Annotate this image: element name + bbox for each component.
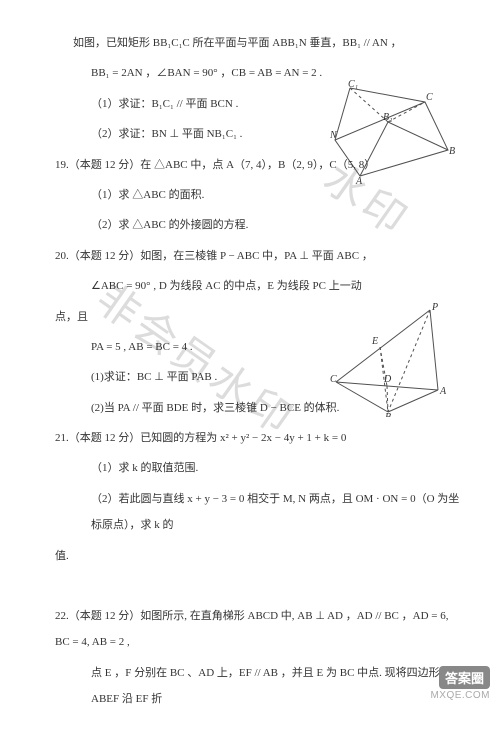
q19-header: 19.（本题 12 分）在 △ABC 中，点 A（7, 4），B（2, 9），C…: [55, 152, 460, 178]
content-area: 如图，已知矩形 BB₁C₁C 所在平面与平面 ABB₁N 垂直，BB₁ // A…: [55, 30, 460, 713]
q18-intro2: BB₁ = 2AN ，∠BAN = 90° ，CB = AB = AN = 2 …: [55, 60, 460, 86]
q20-line3: 点，且: [55, 304, 460, 330]
q20-line2: ∠ABC = 90° , D 为线段 AC 的中点，E 为线段 PC 上一动: [55, 273, 460, 299]
q19-part1: （1）求 △ABC 的面积.: [55, 182, 460, 208]
q21-part2a: （2）若此圆与直线 x + y − 3 = 0 相交于 M, N 两点，且 OM…: [55, 486, 460, 539]
q18-part1: （1）求证：B₁C₁ // 平面 BCN .: [55, 91, 460, 117]
q21-header: 21.（本题 12 分）已知圆的方程为 x² + y² − 2x − 4y + …: [55, 425, 460, 451]
q20-vals: PA = 5 , AB = BC = 4 .: [55, 334, 460, 360]
q18-intro1: 如图，已知矩形 BB₁C₁C 所在平面与平面 ABB₁N 垂直，BB₁ // A…: [55, 30, 460, 56]
q22-header: 22.（本题 12 分）如图所示, 在直角梯形 ABCD 中, AB ⊥ AD …: [55, 603, 460, 656]
q21-part1: （1）求 k 的取值范围.: [55, 455, 460, 481]
q20-part2: (2)当 PA // 平面 BDE 时，求三棱锥 D − BCE 的体积.: [55, 395, 460, 421]
q20-header: 20.（本题 12 分）如图，在三棱锥 P − ABC 中，PA ⊥ 平面 AB…: [55, 243, 460, 269]
q19-part2: （2）求 △ABC 的外接圆的方程.: [55, 212, 460, 238]
q21-part2b: 值.: [55, 543, 460, 569]
q21-part2a-text: （2）若此圆与直线 x + y − 3 = 0 相交于 M, N 两点，且 OM…: [91, 493, 459, 531]
q18-part2: （2）求证：BN ⊥ 平面 NB₁C₁ .: [55, 121, 460, 147]
q22-line2: 点 E ，F 分别在 BC 、AD 上，EF // AB ，并且 E 为 BC …: [55, 660, 460, 713]
q20-part1: (1)求证：BC ⊥ 平面 PAB .: [55, 364, 460, 390]
